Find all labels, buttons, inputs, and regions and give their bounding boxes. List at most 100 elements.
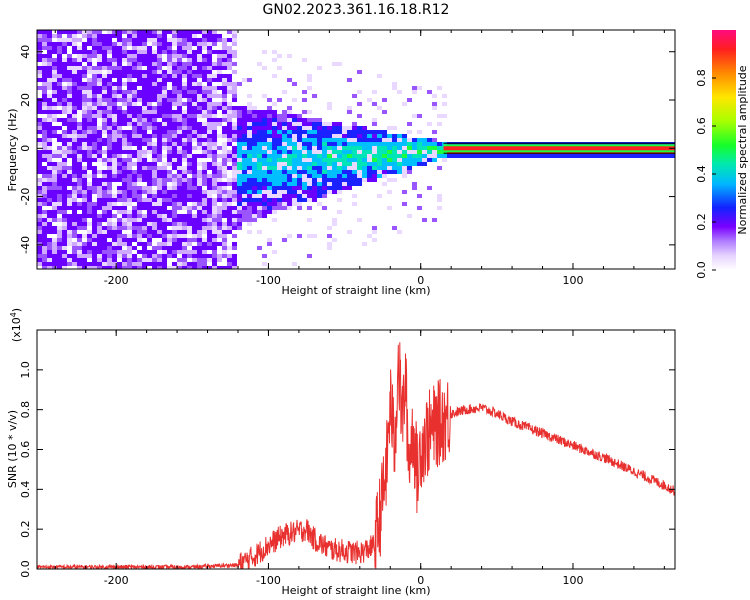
heatmap-cell [617, 154, 622, 158]
heatmap-cell [107, 138, 112, 142]
heatmap-cell [57, 218, 62, 222]
heatmap-cell [227, 142, 232, 146]
heatmap-cell [107, 58, 112, 62]
heatmap-cell [127, 226, 132, 230]
spectrogram-y-tick-label: -20 [19, 188, 32, 206]
heatmap-cell [102, 74, 107, 78]
heatmap-cell [327, 178, 332, 182]
heatmap-cell [202, 42, 207, 46]
heatmap-cell [67, 166, 72, 170]
heatmap-cell [167, 118, 172, 122]
heatmap-cell [162, 182, 167, 186]
heatmap-cell [72, 50, 77, 54]
heatmap-cell [62, 258, 67, 262]
heatmap-cell [157, 82, 162, 86]
heatmap-cell [177, 258, 182, 262]
heatmap-cell [112, 50, 117, 54]
heatmap-cell [307, 110, 312, 114]
heatmap-cell [62, 174, 67, 178]
heatmap-cell [177, 62, 182, 66]
heatmap-cell [72, 58, 77, 62]
heatmap-cell [232, 214, 237, 218]
heatmap-cell [77, 194, 82, 198]
heatmap-cell [57, 266, 62, 269]
heatmap-cell [77, 30, 82, 34]
heatmap-cell [307, 218, 312, 222]
heatmap-cell [332, 178, 337, 182]
heatmap-cell [187, 266, 192, 269]
heatmap-cell [222, 230, 227, 234]
heatmap-cell [432, 150, 437, 154]
heatmap-cell [117, 78, 122, 82]
heatmap-cell [47, 130, 52, 134]
heatmap-cell [37, 170, 42, 174]
heatmap-cell [157, 46, 162, 50]
heatmap-cell [222, 74, 227, 78]
heatmap-cell [157, 94, 162, 98]
heatmap-cell [147, 162, 152, 166]
heatmap-cell [187, 38, 192, 42]
heatmap-cell [142, 50, 147, 54]
heatmap-cell [197, 266, 202, 269]
heatmap-cell [367, 142, 372, 146]
heatmap-cell [287, 162, 292, 166]
heatmap-cell [347, 78, 352, 82]
heatmap-cell [312, 130, 317, 134]
heatmap-cell [222, 110, 227, 114]
heatmap-cell [207, 66, 212, 70]
heatmap-cell [212, 150, 217, 154]
heatmap-cell [377, 174, 382, 178]
heatmap-cell [182, 174, 187, 178]
heatmap-cell [72, 70, 77, 74]
heatmap-cell [232, 146, 237, 150]
heatmap-cell [217, 230, 222, 234]
heatmap-cell [52, 50, 57, 54]
heatmap-cell [87, 214, 92, 218]
heatmap-cell [317, 186, 322, 190]
heatmap-cell [347, 154, 352, 158]
heatmap-cell [652, 154, 657, 158]
heatmap-cell [147, 126, 152, 130]
heatmap-cell [127, 50, 132, 54]
heatmap-cell [207, 46, 212, 50]
heatmap-cell [127, 98, 132, 102]
heatmap-cell [47, 166, 52, 170]
heatmap-cell [237, 178, 242, 182]
heatmap-cell [142, 62, 147, 66]
heatmap-cell [397, 146, 402, 150]
heatmap-cell [212, 78, 217, 82]
heatmap-cell [252, 150, 257, 154]
heatmap-cell [367, 130, 372, 134]
heatmap-cell [117, 262, 122, 266]
heatmap-cell [187, 118, 192, 122]
heatmap-cell [202, 262, 207, 266]
heatmap-cell [347, 166, 352, 170]
heatmap-cell [237, 142, 242, 146]
heatmap-cell [397, 230, 402, 234]
heatmap-cell [137, 206, 142, 210]
heatmap-cell [352, 130, 357, 134]
heatmap-cell [197, 122, 202, 126]
heatmap-cell [172, 166, 177, 170]
heatmap-cell [177, 242, 182, 246]
heatmap-cell [172, 90, 177, 94]
heatmap-cell [137, 210, 142, 214]
heatmap-cell [57, 186, 62, 190]
heatmap-cell [337, 210, 342, 214]
heatmap-cell [332, 122, 337, 126]
heatmap-cell [357, 130, 362, 134]
heatmap-cell [77, 102, 82, 106]
heatmap-cell [277, 66, 282, 70]
heatmap-cell [182, 102, 187, 106]
heatmap-cell [237, 202, 242, 206]
heatmap-cell [197, 126, 202, 130]
heatmap-cell [652, 142, 657, 146]
heatmap-cell [57, 202, 62, 206]
heatmap-cell [212, 214, 217, 218]
heatmap-cell [172, 98, 177, 102]
heatmap-cell [267, 206, 272, 210]
heatmap-cell [62, 50, 67, 54]
heatmap-cell [142, 46, 147, 50]
heatmap-cell [197, 98, 202, 102]
heatmap-cell [247, 154, 252, 158]
